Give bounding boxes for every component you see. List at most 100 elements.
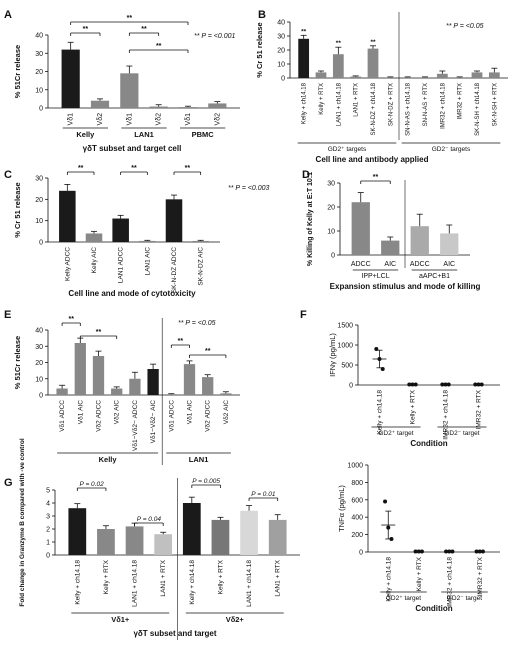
category-label: IMR32 + RTX xyxy=(458,83,464,119)
y-tick-label: 0 xyxy=(331,253,335,260)
group-label: PBMC xyxy=(192,130,215,139)
group-label: GD2⁻ target xyxy=(447,595,482,602)
y-tick-label: 40 xyxy=(35,33,43,40)
category-label: SN-N-AS + ch14.18 xyxy=(406,82,412,136)
bar xyxy=(211,519,230,555)
y-axis-label: % Cr 51 release xyxy=(13,182,22,237)
y-tick-label: 30 xyxy=(35,51,43,58)
data-point xyxy=(383,499,388,504)
bar xyxy=(488,72,500,78)
category-label: IMR32 + RTX xyxy=(476,389,483,429)
group-label: LAN1 xyxy=(134,130,154,139)
y-tick-label: 3 xyxy=(46,514,50,521)
bar xyxy=(351,202,370,255)
y-tick-label: 4 xyxy=(46,501,50,508)
category-label: Vδ1 AIC xyxy=(77,400,84,425)
significance-marker: ** xyxy=(156,43,162,50)
bar xyxy=(61,49,80,108)
category-label: LAN1 + ch14.18 xyxy=(132,560,139,607)
y-tick-label: 600 xyxy=(351,497,363,504)
panel-letter: E xyxy=(4,309,11,321)
data-point xyxy=(389,536,394,541)
y-axis-label: % Killing of Kelly at E:T 10:1 xyxy=(307,172,314,266)
y-tick-label: 30 xyxy=(35,344,43,351)
significance-marker: ** xyxy=(373,174,379,181)
category-label: Vδ2 xyxy=(156,113,163,126)
category-label: Kelly + ch14.18 xyxy=(385,557,392,602)
data-point xyxy=(473,382,478,387)
category-label: Vδ1 AIC xyxy=(187,400,194,425)
bar xyxy=(454,77,466,78)
bar xyxy=(147,369,159,395)
panel-letter: A xyxy=(4,9,12,21)
category-label: Kelly + ch14.18 xyxy=(74,560,81,605)
group-label: aAPC+B1 xyxy=(419,273,450,280)
y-tick-label: 20 xyxy=(327,205,335,212)
bar xyxy=(74,343,86,395)
group-label: IPP+LCL xyxy=(361,273,389,280)
category-label: Vδ2 AIC xyxy=(223,400,230,425)
data-point xyxy=(440,382,445,387)
category-label: Vδ2 ADCC xyxy=(205,400,212,432)
y-tick-label: 10 xyxy=(277,62,285,69)
significance-marker: ** xyxy=(96,329,102,336)
category-label: SK-N-SH + RTX xyxy=(492,83,498,126)
data-point xyxy=(476,382,481,387)
y-tick-label: 0 xyxy=(349,383,353,390)
bar xyxy=(220,393,232,395)
bar xyxy=(149,106,168,108)
category-label: AIC xyxy=(443,261,455,268)
y-tick-label: 20 xyxy=(277,48,285,55)
bar xyxy=(111,388,123,395)
y-tick-label: 5 xyxy=(46,488,50,495)
y-tick-label: 30 xyxy=(35,176,43,183)
bar xyxy=(154,534,173,555)
bar xyxy=(56,388,68,395)
bar xyxy=(182,503,201,555)
category-label: AIC xyxy=(384,261,396,268)
significance-marker: ** xyxy=(336,40,342,47)
x-axis-label: Condition xyxy=(410,439,447,448)
bar xyxy=(178,107,198,108)
group-label: GD2⁻ target xyxy=(444,430,479,437)
category-label: ADCC xyxy=(351,261,371,268)
y-tick-label: 10 xyxy=(327,229,335,236)
bar xyxy=(120,73,139,108)
category-label: IMR32 + ch14.18 xyxy=(440,82,446,129)
y-tick-label: 400 xyxy=(351,515,363,522)
category-label: IMR32 + ch14.18 xyxy=(443,390,450,440)
category-label: Kelly AIC xyxy=(91,247,98,274)
category-label: Kelly + RTX xyxy=(217,559,224,594)
bar xyxy=(59,190,76,242)
bar xyxy=(112,218,129,242)
category-label: Vδ2 AIC xyxy=(114,400,121,425)
category-label: Vδ1 xyxy=(68,113,75,126)
y-tick-label: 30 xyxy=(277,34,285,41)
data-point xyxy=(419,549,424,554)
y-axis-label: % 51Cr release xyxy=(13,45,22,98)
bar xyxy=(471,72,483,78)
data-point xyxy=(474,549,479,554)
bar xyxy=(268,519,287,555)
bar xyxy=(381,240,400,255)
y-tick-label: 1 xyxy=(46,540,50,547)
category-label: Vδ1 ADCC xyxy=(59,400,66,432)
data-point xyxy=(477,549,482,554)
category-label: SK-N-DZ ADCC xyxy=(171,247,178,294)
y-tick-label: 0 xyxy=(39,240,43,247)
bar xyxy=(202,377,214,395)
group-label: GD2⁻ targets xyxy=(432,146,471,153)
bar xyxy=(402,77,414,78)
x-axis-label: Condition xyxy=(415,604,452,613)
group-label: Kelly xyxy=(99,455,118,464)
p-value-label: P = 0.02 xyxy=(80,481,105,488)
p-value-note: ** P = <0.05 xyxy=(446,23,484,30)
category-label: ADCC xyxy=(410,261,430,268)
group-label: Vδ2+ xyxy=(226,615,245,624)
bar xyxy=(332,54,344,78)
bar xyxy=(298,38,310,78)
y-tick-label: 10 xyxy=(35,218,43,225)
y-tick-label: 10 xyxy=(35,376,43,383)
data-point xyxy=(413,382,418,387)
